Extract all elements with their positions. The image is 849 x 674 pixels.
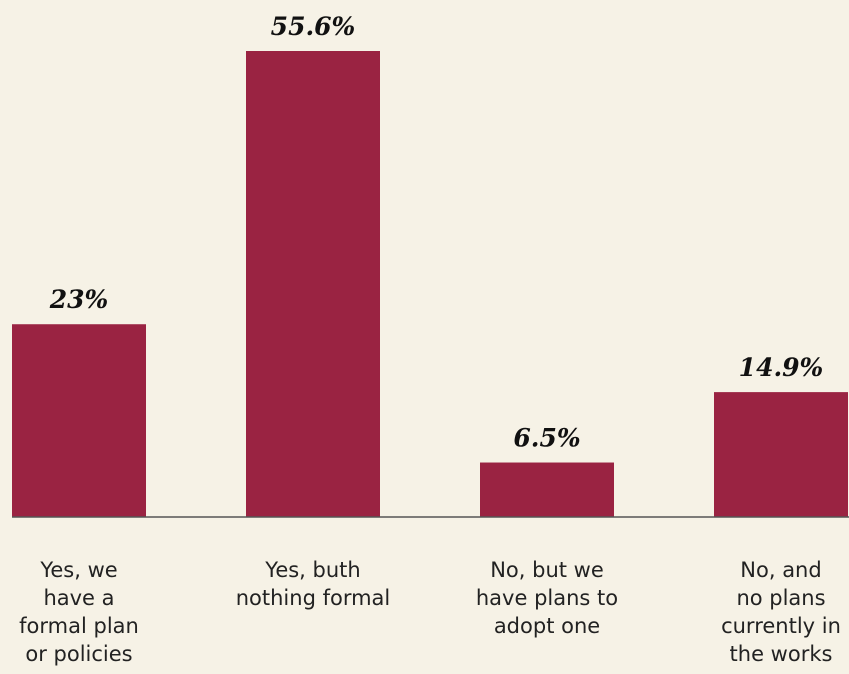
category-label-3: No, and no plans currently in the works [721, 558, 841, 666]
category-label-line: adopt one [494, 614, 600, 638]
bar-2 [480, 462, 614, 517]
value-label-1: 55.6% [271, 12, 356, 41]
category-label-line: or policies [25, 642, 132, 666]
category-label-line: No, and [740, 558, 821, 582]
bars-layer [12, 51, 848, 517]
category-label-line: nothing formal [236, 586, 391, 610]
category-label-2: No, but we have plans to adopt one [476, 558, 618, 638]
bar-0 [12, 324, 146, 517]
bar-3 [714, 392, 848, 517]
category-label-line: the works [730, 642, 833, 666]
value-label-3: 14.9% [739, 353, 824, 382]
category-label-line: currently in [721, 614, 841, 638]
bar-1 [246, 51, 380, 517]
category-labels-layer: Yes, we have a formal plan or policiesYes, … [19, 558, 841, 666]
category-label-line: have plans to [476, 586, 618, 610]
value-labels-layer: 23% 55.6% 6.5% 14.9% [49, 12, 824, 453]
category-label-line: Yes, we [39, 558, 117, 582]
category-label-line: Yes, buth [264, 558, 360, 582]
category-label-0: Yes, we have a formal plan or policies [19, 558, 139, 666]
value-label-2: 6.5% [513, 424, 580, 453]
value-label-0: 23% [49, 285, 109, 314]
category-label-line: No, but we [490, 558, 604, 582]
category-label-line: formal plan [19, 614, 139, 638]
category-label-line: no plans [736, 586, 825, 610]
category-label-1: Yes, buth nothing formal [236, 558, 391, 610]
category-label-line: have a [43, 586, 114, 610]
